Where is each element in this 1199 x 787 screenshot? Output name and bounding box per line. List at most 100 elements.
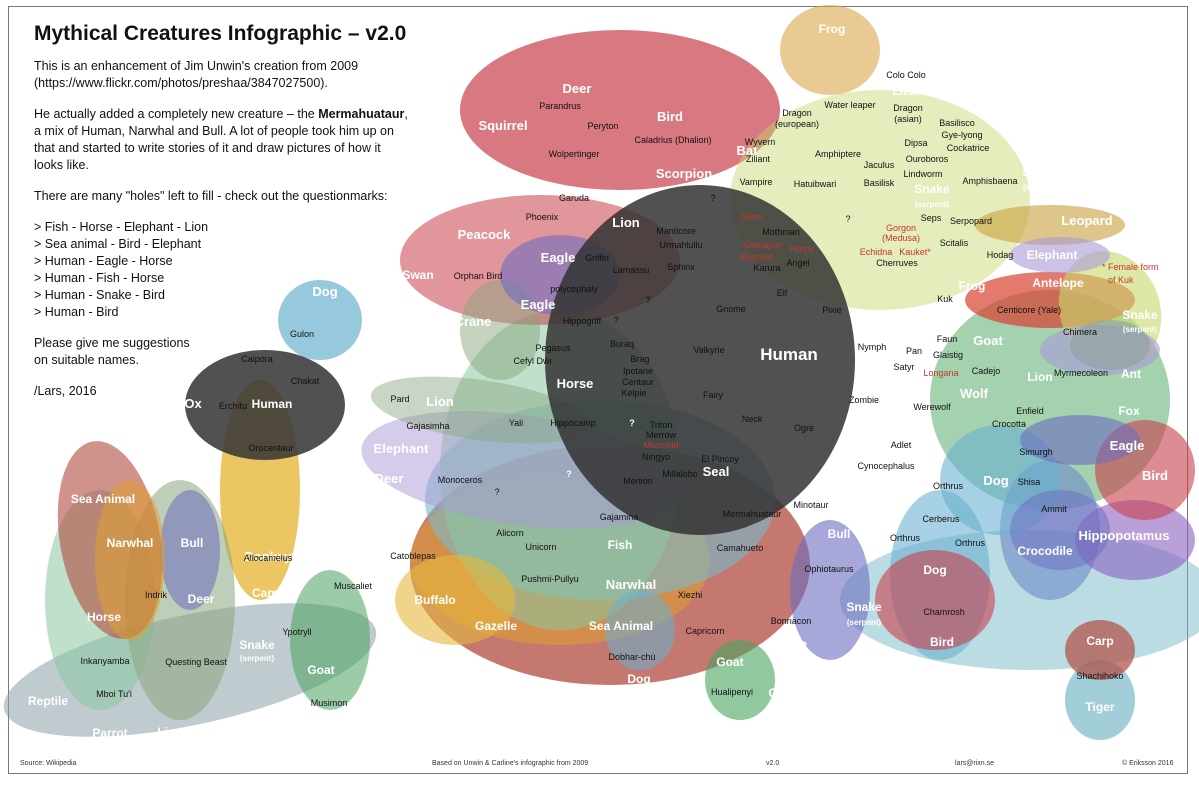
intro-line: This is an enhancement of Jim Unwin's cr… xyxy=(34,59,359,73)
creature-label: Gulon xyxy=(290,329,314,339)
creature-label: Inkanyamba xyxy=(80,656,129,666)
creature-label: ? xyxy=(629,418,635,428)
creature-label: Horse xyxy=(87,610,121,624)
set-region-elephant xyxy=(1010,237,1110,273)
creature-label: (serpent) xyxy=(1023,183,1058,192)
creature-label: Buffalo xyxy=(414,593,455,607)
footer-copyright: © Eriksson 2016 xyxy=(1122,760,1174,767)
creature-label: Siren xyxy=(741,212,762,222)
creature-label: Angel xyxy=(786,258,809,268)
set-region-fish xyxy=(1065,660,1135,740)
creature-label: Cynocephalus xyxy=(857,461,915,471)
creature-label: Lizard xyxy=(892,84,927,98)
creature-label: Reptile xyxy=(28,694,68,708)
creature-label: Seps xyxy=(921,213,942,223)
creature-label: Fish xyxy=(608,538,633,552)
intro-line: on suitable names. xyxy=(34,353,139,367)
creature-label: Griffin xyxy=(585,253,609,263)
creature-label: Elephant xyxy=(374,441,430,456)
creature-label: Capricorn xyxy=(685,626,724,636)
creature-label: Snake xyxy=(846,600,882,614)
creature-label: Bird xyxy=(1142,468,1168,483)
creature-label: Dragon xyxy=(893,103,923,113)
creature-label: Serpopard xyxy=(950,216,992,226)
creature-label: Triton xyxy=(650,420,673,430)
creature-label: Fox xyxy=(241,315,265,330)
creature-label: Glaistig xyxy=(933,350,963,360)
creature-label: Donkey xyxy=(245,549,293,564)
page-title: Mythical Creatures Infographic – v2.0 xyxy=(34,22,407,45)
footer-version: v2.0 xyxy=(766,760,780,767)
footer-email: lars@rixn.se xyxy=(955,760,995,767)
creature-label: Eagle xyxy=(521,297,556,312)
creature-label: Dog xyxy=(923,563,946,577)
set-region-leopard xyxy=(975,205,1125,245)
creature-label: Minotaur xyxy=(793,500,828,510)
creature-label: Millalobo xyxy=(662,469,698,479)
creature-label: (cock) xyxy=(1034,93,1058,102)
creature-label: Centaur xyxy=(622,377,654,387)
set-region-goat xyxy=(290,570,370,710)
creature-label: Horse xyxy=(773,637,807,651)
creature-label: Snake xyxy=(1022,165,1058,179)
creature-label: Bat xyxy=(737,143,759,158)
creature-label: Deer xyxy=(375,471,404,486)
creature-label: Unicorn xyxy=(525,542,556,552)
creature-label: Cockatrice xyxy=(947,143,990,153)
hole-item: > Fish - Horse - Elephant - Lion xyxy=(34,220,209,234)
creature-label: Cat xyxy=(333,358,355,373)
creature-label: Pegasus xyxy=(535,343,571,353)
creature-label: Questing Beast xyxy=(165,657,227,667)
creature-label: Lion xyxy=(612,215,639,230)
creature-label: Phoenix xyxy=(526,212,559,222)
creature-label: Parandrus xyxy=(539,101,581,111)
hole-item: > Human - Eagle - Horse xyxy=(34,254,173,268)
creature-label: ? xyxy=(845,214,850,224)
creature-label: Eagle xyxy=(1110,438,1145,453)
creature-label: Ophiotaurus xyxy=(804,564,854,574)
creature-label: Orphan Bird xyxy=(454,271,503,281)
creature-label: Goat xyxy=(307,663,334,677)
creature-label: Deer xyxy=(188,592,215,606)
creature-label: ? xyxy=(710,193,715,203)
creature-label: Basilisco xyxy=(939,118,975,128)
creature-label: ? xyxy=(645,295,650,305)
creature-label: Bonnacon xyxy=(771,616,812,626)
creature-label: Dog xyxy=(627,672,650,686)
creature-label: Centicore (Yale) xyxy=(997,305,1061,315)
creature-label: Cherruves xyxy=(876,258,918,268)
creature-label: Hatuibwari xyxy=(794,179,837,189)
hole-item: > Human - Bird xyxy=(34,305,119,319)
creature-label: Cefyl Dŵr xyxy=(513,356,552,366)
set-region-bull xyxy=(1020,415,1140,465)
creature-label: Swan xyxy=(402,268,433,282)
creature-label: Ziliant xyxy=(746,154,771,164)
creature-label: Snake xyxy=(914,182,950,196)
creature-label: Buraq xyxy=(610,339,634,349)
creature-label: Basilisk xyxy=(864,178,895,188)
hole-item: > Human - Fish - Horse xyxy=(34,271,165,285)
creature-label: Pixie xyxy=(822,305,842,315)
creature-label: Camahueto xyxy=(717,543,764,553)
creature-label: Garuda xyxy=(559,193,589,203)
creature-label: Gnome xyxy=(716,304,746,314)
creature-label: Pan xyxy=(906,346,922,356)
set-region-donkey xyxy=(395,555,515,645)
creature-label: Hippocamp xyxy=(550,418,596,428)
creature-label: Tiger xyxy=(1085,700,1114,714)
set-region-bird xyxy=(875,550,995,650)
creature-label: Ningyo xyxy=(642,452,670,462)
creature-label: Dobhar-chú xyxy=(608,652,655,662)
hole-item: > Sea animal - Bird - Elephant xyxy=(34,237,202,251)
creature-label: Gye-lyong xyxy=(941,130,982,140)
creature-label: Werewolf xyxy=(913,402,951,412)
creature-label: Cow xyxy=(768,686,794,700)
creature-label: Manticore xyxy=(656,226,696,236)
creature-label: Orocentaur xyxy=(248,443,293,453)
set-region-bull xyxy=(1010,490,1110,570)
creature-label: Bull xyxy=(828,527,851,541)
creature-label: Dragon xyxy=(782,108,812,118)
set-region-human xyxy=(185,350,345,460)
creature-label: Pard xyxy=(390,394,409,404)
